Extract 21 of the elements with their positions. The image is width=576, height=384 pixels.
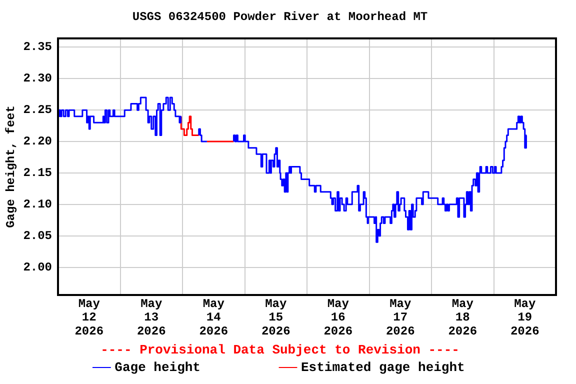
text: ---- Provisional Data Subject to Revision ---- — [100, 342, 460, 358]
chart-title: USGS 06324500 Powder River at Moorhead MT — [132, 10, 428, 24]
x-tick-label: May 12 2026 — [74, 296, 104, 339]
y-tick-label: 2.30 — [23, 72, 52, 86]
x-tick-label: May 16 2026 — [324, 296, 353, 339]
x-tick-label: May 15 2026 — [261, 296, 290, 339]
y-tick-label: 2.20 — [23, 134, 52, 149]
y-tick-label: 2.15 — [23, 166, 52, 180]
x-tick-label: May 17 2026 — [386, 296, 415, 339]
legend-label: Estimated gage height — [301, 360, 465, 375]
x-tick-label: May 14 2026 — [199, 296, 228, 339]
x-tick-label: May 19 2026 — [510, 296, 540, 339]
y-tick-label: 2.10 — [23, 197, 52, 212]
x-tick-label: May 13 2026 — [136, 296, 166, 339]
y-axis-title: Gage height, feet — [4, 105, 18, 228]
y-tick-label: 2.35 — [23, 40, 52, 54]
y-tick-label: 2.00 — [23, 260, 52, 274]
x-tick-label: May 18 2026 — [448, 296, 478, 339]
legend-label: Gage height — [114, 360, 278, 375]
y-tick-label: 2.25 — [23, 103, 52, 118]
y-tick-label: 2.05 — [23, 228, 52, 243]
